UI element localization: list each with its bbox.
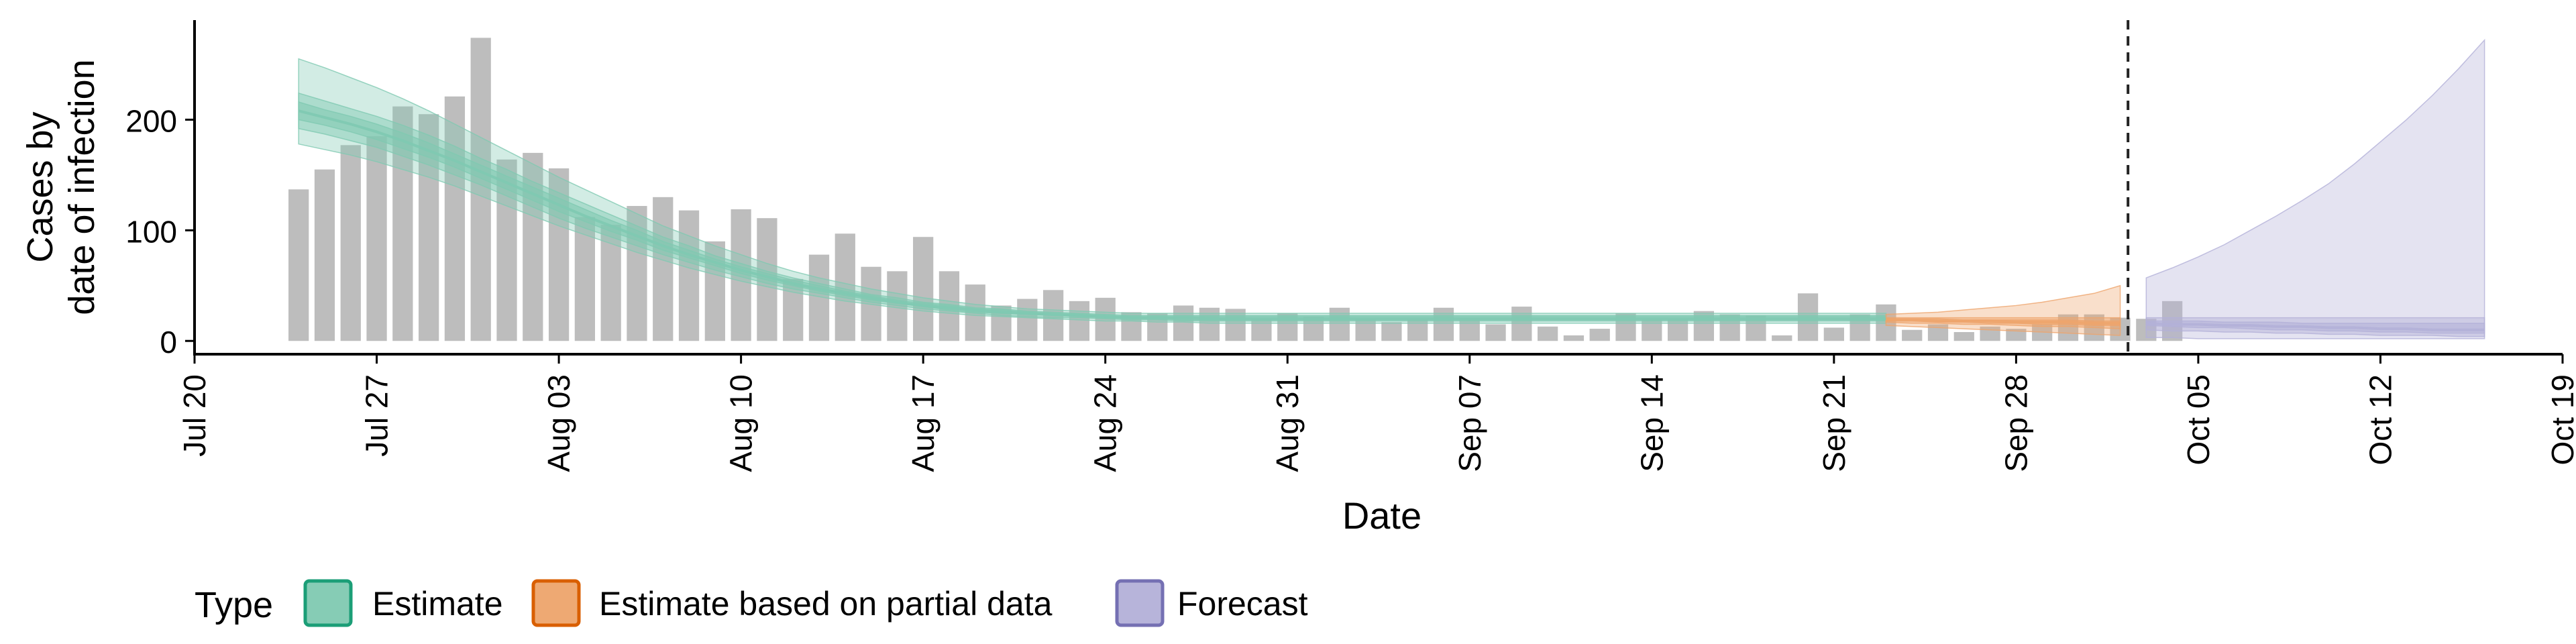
bar: [1199, 307, 1220, 341]
bar: [1069, 301, 1090, 341]
bar: [1772, 335, 1792, 341]
y-tick-label: 0: [160, 325, 177, 360]
legend-key-estimate: [303, 579, 353, 627]
axes: [193, 20, 2563, 356]
bar: [678, 210, 700, 341]
x-tick-label: Jul 20: [177, 374, 212, 457]
x-tick-label: Sep 21: [1817, 374, 1851, 472]
forecast-band-90: [2145, 38, 2485, 339]
bar: [1589, 329, 1610, 341]
x-ticks: Jul 20 Jul 27 Aug 03 Aug 10 Aug 17 Aug 24 Aug …: [177, 354, 2576, 472]
x-tick-label: Aug 10: [724, 374, 759, 472]
bar: [1459, 317, 1480, 341]
bar: [314, 169, 335, 341]
legend-key-forecast: [1115, 579, 1165, 627]
bar: [1953, 332, 1974, 341]
x-tick-label: Oct 12: [2363, 374, 2398, 466]
bar: [1667, 319, 1688, 341]
x-tick-label: Sep 07: [1452, 374, 1487, 472]
bar: [1381, 322, 1402, 341]
bar: [1563, 335, 1585, 341]
x-tick-label: Sep 28: [1998, 374, 2033, 472]
x-axis-label: Date: [1342, 494, 1421, 537]
estimate-median-line: [298, 109, 1886, 321]
legend-key-estimate-based-on-partial-data: [531, 579, 581, 627]
bar: [1485, 324, 1506, 341]
bar: [444, 96, 466, 341]
legend-title: Type: [195, 585, 273, 625]
x-tick-label: Aug 17: [906, 374, 941, 472]
bands-layer: [298, 38, 2485, 339]
bar: [1902, 329, 1923, 341]
x-tick-label: Aug 24: [1088, 374, 1123, 472]
estimate-based-on-partial-data-median-line: [1886, 318, 2121, 325]
legend-label-estimate: Estimate: [372, 585, 503, 623]
x-tick-label: Oct 05: [2181, 374, 2216, 466]
bar: [340, 145, 361, 341]
legend-label-forecast: Forecast: [1177, 585, 1308, 623]
bar: [1173, 305, 1194, 341]
x-tick-label: Aug 31: [1270, 374, 1305, 472]
bar: [1433, 307, 1454, 341]
medians-layer: [298, 109, 2485, 331]
y-axis-label-line-1: Cases by: [20, 111, 60, 262]
bar: [470, 38, 491, 341]
bar: [913, 237, 934, 341]
bar: [1511, 307, 1532, 341]
estimate-based-on-partial-data-band-90: [1885, 284, 2121, 336]
bar: [1251, 319, 1272, 341]
x-tick-label: Oct 19: [2545, 374, 2576, 466]
y-tick-label: 200: [125, 103, 177, 138]
bar: [1693, 311, 1715, 341]
x-tick-label: Jul 27: [360, 374, 394, 457]
bar: [574, 217, 595, 341]
bar: [1355, 319, 1376, 341]
bar: [2057, 314, 2079, 341]
y-axis-label-line-2: date of infection: [62, 59, 102, 315]
bar: [1225, 309, 1246, 341]
bar: [1823, 327, 1844, 341]
bar: [1017, 299, 1038, 341]
x-tick-label: Aug 03: [541, 374, 576, 472]
y-ticks: 0 100 200: [125, 103, 195, 360]
bar: [1538, 326, 1558, 341]
legend: Type Estimate Estimate based on partial d…: [195, 579, 1308, 627]
x-tick-label: Sep 14: [1634, 374, 1669, 472]
bars-layer: [288, 38, 2183, 341]
forecast-median-line: [2146, 321, 2485, 331]
bar: [2006, 329, 2027, 341]
bar: [288, 189, 309, 341]
bar: [1329, 307, 1350, 341]
legend-label-estimate-based-on-partial-data: Estimate based on partial data: [599, 585, 1053, 623]
y-tick-label: 100: [125, 214, 177, 249]
bar: [600, 225, 621, 341]
bar: [653, 197, 674, 341]
bar: [366, 136, 387, 341]
